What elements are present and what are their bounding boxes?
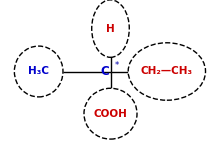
Text: C: C (101, 65, 109, 78)
Ellipse shape (128, 43, 206, 100)
Text: *: * (114, 61, 119, 70)
Text: H₃C: H₃C (28, 66, 49, 77)
Ellipse shape (84, 88, 137, 139)
Text: H: H (106, 24, 115, 34)
Text: COOH: COOH (93, 109, 128, 119)
Text: CH₂—CH₃: CH₂—CH₃ (141, 66, 193, 77)
Ellipse shape (92, 0, 129, 57)
Ellipse shape (14, 46, 63, 97)
